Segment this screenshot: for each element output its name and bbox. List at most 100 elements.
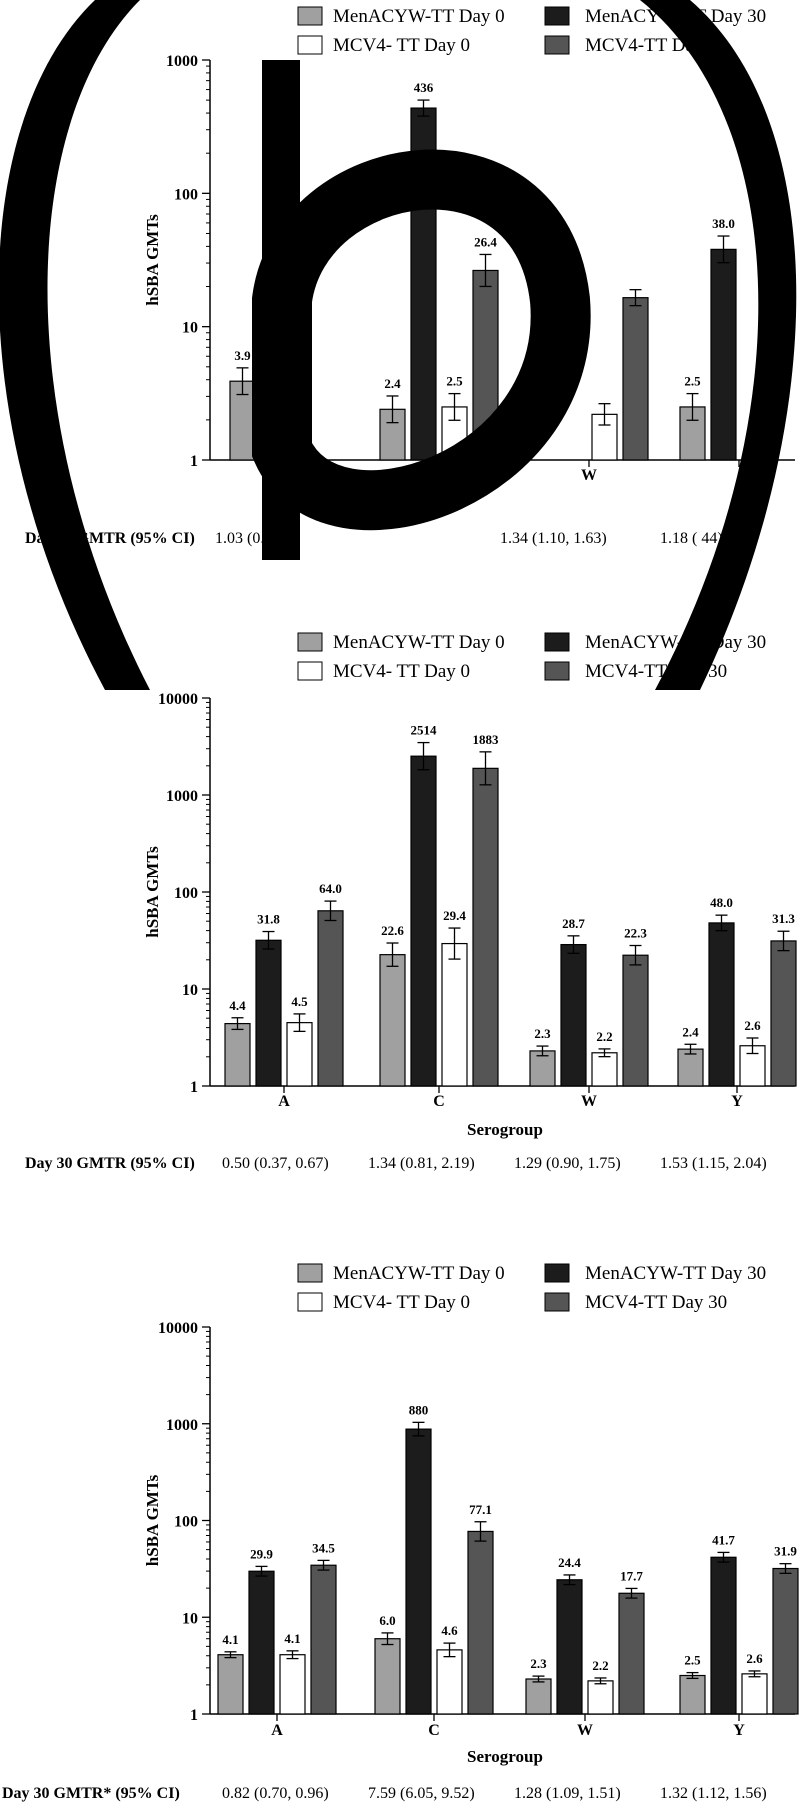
y-tick-label: 100 (174, 186, 198, 203)
bar (710, 1556, 737, 1715)
x-tick-label: A (278, 1093, 290, 1110)
legend-swatch (544, 661, 570, 681)
bar (310, 1564, 337, 1715)
legend-label: MCV4- TT Day 0 (333, 1292, 470, 1313)
y-tick-label: 1 (190, 1707, 198, 1724)
x-tick-label: W (577, 1722, 593, 1739)
legend-swatch (297, 1263, 323, 1283)
bar (379, 954, 406, 1087)
bar (710, 248, 737, 461)
data-label: 6.0 (379, 1613, 395, 1628)
gmtr-value: 1.18 ( 44) (660, 530, 723, 547)
y-tick-label: 100 (174, 1514, 198, 1531)
gmtr-value: 1.34 (1.10, 1.63) (500, 530, 607, 547)
bar (248, 1570, 275, 1715)
gmtr-label: Day 30 GMTR (95% CI) (25, 530, 195, 547)
data-label: 4.1 (222, 1632, 238, 1647)
bar (286, 1022, 313, 1087)
bar (708, 922, 735, 1087)
watermark-right-paren (640, 0, 797, 690)
legend-swatch (297, 35, 323, 55)
bar (410, 755, 437, 1087)
data-label: 29.4 (443, 908, 466, 923)
data-label: 2514 (411, 723, 438, 738)
legend-swatch (297, 632, 323, 652)
y-tick-label: 1000 (166, 1417, 198, 1434)
gmtr-value: 1.32 (1.12, 1.56) (660, 1785, 767, 1802)
legend-label: MCV4-TT Day 30 (585, 1292, 727, 1313)
data-label: 48.0 (710, 895, 733, 910)
x-tick-label: Y (733, 1722, 745, 1739)
data-label: 31.3 (772, 911, 795, 926)
legend-label: MCV4- TT Day 0 (333, 35, 470, 56)
bar (255, 939, 282, 1087)
bar (279, 1654, 306, 1715)
gmtr-value: 1.29 (0.90, 1.75) (514, 1155, 621, 1172)
gmtr-value: 0.50 (0.37, 0.67) (222, 1155, 329, 1172)
data-label: 24.4 (558, 1555, 581, 1570)
data-label: 880 (409, 1402, 429, 1417)
watermark-b-bowl (252, 149, 591, 530)
bar (405, 1428, 432, 1715)
bar (525, 1678, 552, 1715)
chart-3: MenACYW-TT Day 0 MenACYW-TT Day 30 MCV4- T… (143, 1263, 799, 1766)
gmtr-value: 1.28 (1.09, 1.51) (514, 1785, 621, 1802)
x-axis-label: Serogroup (467, 1120, 543, 1139)
data-label: 38.0 (712, 216, 735, 231)
data-label: 2.2 (596, 1029, 612, 1044)
data-label: 4.1 (284, 1631, 300, 1646)
legend-swatch (544, 632, 570, 652)
bar (441, 942, 468, 1087)
bar (772, 1567, 799, 1715)
bar (587, 1680, 614, 1715)
data-label: 2.2 (592, 1658, 608, 1673)
y-tick-label: 10 (182, 982, 198, 999)
bar (770, 940, 797, 1087)
data-label: 34.5 (312, 1540, 335, 1555)
data-label: 2.5 (684, 1653, 701, 1668)
data-label: 436 (414, 80, 434, 95)
x-tick-label: C (428, 1722, 440, 1739)
x-tick-label: A (271, 1722, 283, 1739)
bar (467, 1530, 494, 1715)
data-label: 22.6 (381, 923, 404, 938)
gmtr-value: 1.03 (0.85, (215, 530, 285, 547)
bar (679, 1674, 706, 1715)
bar (472, 767, 499, 1087)
y-tick-label: 100 (174, 885, 198, 902)
y-axis-label: hSBA GMTs (143, 846, 162, 938)
bar (217, 1654, 244, 1715)
bar (556, 1579, 583, 1715)
bar (317, 910, 344, 1087)
y-axis-label: hSBA GMTs (143, 1474, 162, 1566)
data-label: 4.5 (291, 994, 308, 1009)
y-tick-label: 10000 (158, 691, 198, 708)
data-label: 2.5 (684, 374, 701, 389)
y-tick-label: 1000 (166, 788, 198, 805)
data-label: 4.6 (441, 1623, 458, 1638)
legend-swatch (544, 1292, 570, 1312)
gmtr-value: 0.82 (0.70, 0.96) (222, 1785, 329, 1802)
data-label: 17.7 (620, 1568, 643, 1583)
bar (741, 1673, 768, 1715)
data-label: 29.9 (250, 1546, 273, 1561)
x-axis-label: Serogroup (467, 1747, 543, 1766)
bar (436, 1649, 463, 1715)
data-label: 64.0 (319, 881, 342, 896)
legend-label: MenACYW-TT Day 0 (333, 6, 505, 27)
y-tick-label: 1 (190, 1079, 198, 1096)
data-label: 22.3 (624, 926, 647, 941)
gmtr-value: 7.59 (6.05, 9.52) (368, 1785, 475, 1802)
legend-swatch (297, 6, 323, 26)
y-tick-label: 1 (190, 453, 198, 470)
gmtr-value: 1.34 (0.81, 2.19) (368, 1155, 475, 1172)
y-axis-label: hSBA GMTs (143, 214, 162, 306)
x-tick-label: Y (731, 1093, 743, 1110)
legend-label: MenACYW-TT Day 0 (333, 1263, 505, 1284)
x-tick-label: W (581, 1093, 597, 1110)
data-label: 2.4 (682, 1024, 699, 1039)
